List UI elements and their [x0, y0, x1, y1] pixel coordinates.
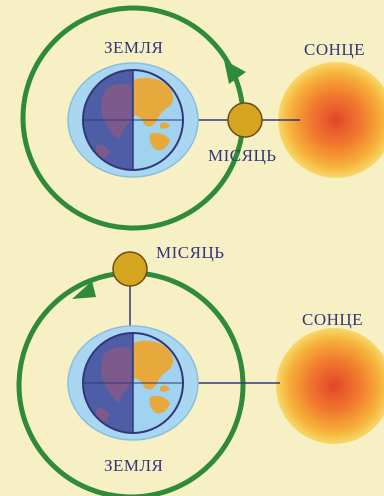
moon-label: МІСЯЦЬ [208, 146, 277, 165]
sun-label: СОНЦЕ [302, 310, 364, 329]
sun-label: СОНЦЕ [304, 40, 366, 59]
panel-top [20, 5, 384, 231]
earth [82, 69, 184, 171]
moon-label: МІСЯЦЬ [156, 243, 225, 262]
earth [82, 332, 184, 434]
sun [276, 328, 384, 444]
earth-label: ЗЕМЛЯ [104, 456, 164, 475]
moon [227, 102, 263, 138]
earth-label: ЗЕМЛЯ [104, 38, 164, 57]
sun [278, 62, 384, 178]
orbit-arrow [224, 60, 246, 84]
moon [112, 251, 148, 287]
orbit-arrow [72, 281, 96, 299]
panel-bottom [16, 251, 384, 496]
